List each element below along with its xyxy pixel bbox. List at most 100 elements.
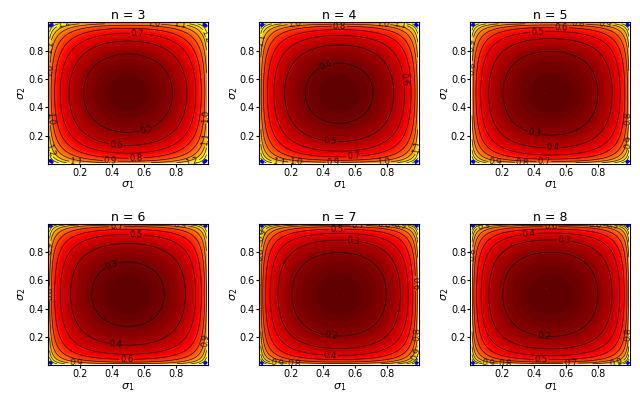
Text: 0.6: 0.6 — [555, 23, 568, 32]
Text: 0.4: 0.4 — [547, 143, 560, 153]
Text: 1.2: 1.2 — [44, 142, 56, 158]
Text: 1.1: 1.1 — [69, 157, 83, 168]
Text: 0.5: 0.5 — [531, 27, 545, 37]
Text: 1.2: 1.2 — [200, 29, 212, 44]
Text: 0.7: 0.7 — [347, 152, 360, 161]
Text: 0.9: 0.9 — [488, 157, 502, 168]
Text: 0.8: 0.8 — [256, 248, 266, 262]
Y-axis label: $\sigma_2$: $\sigma_2$ — [17, 86, 28, 100]
Text: 0.8: 0.8 — [129, 153, 143, 163]
Text: 0.6: 0.6 — [544, 222, 557, 231]
Text: 0.8: 0.8 — [499, 359, 513, 368]
Text: 0.9: 0.9 — [104, 156, 117, 166]
Text: 0.9: 0.9 — [623, 135, 634, 149]
Text: 0.9: 0.9 — [477, 220, 492, 232]
X-axis label: $\sigma_1$: $\sigma_1$ — [544, 381, 557, 392]
Text: 0.9: 0.9 — [256, 227, 269, 242]
Text: 1.0: 1.0 — [45, 111, 54, 125]
Title: n = 3: n = 3 — [111, 9, 145, 22]
Y-axis label: $\sigma_2$: $\sigma_2$ — [228, 288, 239, 301]
Text: 0.9: 0.9 — [605, 220, 619, 231]
Y-axis label: $\sigma_2$: $\sigma_2$ — [228, 86, 239, 100]
Text: 1.1: 1.1 — [255, 32, 267, 47]
Text: 1.0: 1.0 — [376, 19, 390, 29]
Title: n = 6: n = 6 — [111, 211, 145, 224]
Text: 0.8: 0.8 — [377, 220, 391, 230]
Text: 1.0: 1.0 — [147, 19, 161, 29]
Text: 1.1: 1.1 — [271, 157, 286, 168]
Text: 0.8: 0.8 — [467, 62, 477, 75]
X-axis label: $\sigma_1$: $\sigma_1$ — [333, 381, 346, 392]
Text: 0.6: 0.6 — [120, 355, 133, 364]
Text: 1.0: 1.0 — [376, 157, 390, 167]
Text: 0.4: 0.4 — [324, 350, 337, 360]
Text: 0.3: 0.3 — [346, 236, 361, 246]
Text: 0.9: 0.9 — [173, 220, 187, 230]
Text: 0.8: 0.8 — [624, 111, 634, 125]
X-axis label: $\sigma_1$: $\sigma_1$ — [122, 180, 134, 191]
Text: 1.1: 1.1 — [392, 19, 407, 30]
Text: 0.7: 0.7 — [537, 157, 550, 166]
Text: 0.8: 0.8 — [516, 158, 529, 167]
Text: 0.9: 0.9 — [45, 241, 55, 255]
Text: 0.6: 0.6 — [398, 72, 409, 86]
Y-axis label: $\sigma_2$: $\sigma_2$ — [439, 86, 451, 100]
Text: 1.1: 1.1 — [412, 140, 423, 154]
Text: 1.2: 1.2 — [185, 156, 200, 168]
Text: 1.1: 1.1 — [200, 132, 212, 146]
Title: n = 7: n = 7 — [322, 211, 356, 224]
Text: 0.9: 0.9 — [201, 333, 211, 348]
X-axis label: $\sigma_1$: $\sigma_1$ — [333, 180, 346, 191]
Text: 0.9: 0.9 — [598, 19, 612, 29]
Text: 0.5: 0.5 — [534, 355, 548, 364]
Text: 0.9: 0.9 — [467, 38, 477, 52]
Text: 0.3: 0.3 — [557, 235, 572, 246]
X-axis label: $\sigma_1$: $\sigma_1$ — [544, 180, 557, 191]
Text: 0.9: 0.9 — [482, 358, 496, 369]
Text: 0.8: 0.8 — [333, 22, 346, 31]
X-axis label: $\sigma_1$: $\sigma_1$ — [122, 381, 134, 392]
Text: 0.7: 0.7 — [564, 359, 577, 368]
Text: 1.0: 1.0 — [289, 157, 302, 167]
Text: 0.8: 0.8 — [572, 19, 585, 29]
Text: 1.2: 1.2 — [56, 18, 71, 31]
Text: 0.8: 0.8 — [624, 327, 634, 341]
Y-axis label: $\sigma_2$: $\sigma_2$ — [439, 288, 451, 301]
Y-axis label: $\sigma_2$: $\sigma_2$ — [17, 288, 28, 301]
Text: 0.9: 0.9 — [271, 358, 285, 369]
Text: 0.6: 0.6 — [411, 277, 420, 290]
Text: 1.1: 1.1 — [44, 40, 56, 55]
Text: 0.7: 0.7 — [351, 221, 365, 230]
Text: 0.8: 0.8 — [287, 359, 301, 368]
Text: 0.5: 0.5 — [130, 230, 143, 239]
Text: 0.9: 0.9 — [326, 158, 340, 167]
Text: 0.5: 0.5 — [330, 224, 344, 234]
Text: 0.4: 0.4 — [522, 229, 536, 239]
Text: 0.6: 0.6 — [109, 140, 124, 150]
Text: 0.2: 0.2 — [537, 331, 551, 341]
Text: 0.5: 0.5 — [139, 123, 154, 136]
Text: 0.9: 0.9 — [69, 359, 83, 368]
Text: 1.1: 1.1 — [173, 19, 187, 29]
Text: 0.5: 0.5 — [324, 136, 337, 146]
Title: n = 5: n = 5 — [533, 9, 568, 22]
Title: n = 4: n = 4 — [322, 9, 356, 22]
Text: 0.8: 0.8 — [412, 327, 422, 341]
Text: 0.8: 0.8 — [45, 287, 54, 300]
Text: 0.3: 0.3 — [527, 127, 542, 139]
Text: 0.7: 0.7 — [131, 29, 144, 38]
Text: 0.7: 0.7 — [110, 222, 124, 231]
Text: 0.3: 0.3 — [104, 259, 119, 272]
Text: 0.9: 0.9 — [410, 346, 422, 362]
Text: 0.4: 0.4 — [318, 59, 333, 72]
Text: 0.9: 0.9 — [394, 220, 408, 231]
Text: 1.0: 1.0 — [45, 64, 54, 77]
Text: 1.0: 1.0 — [288, 19, 302, 29]
Title: n = 8: n = 8 — [533, 211, 568, 224]
Text: 1.0: 1.0 — [202, 109, 211, 123]
Text: 0.9: 0.9 — [609, 357, 624, 369]
Text: 0.2: 0.2 — [324, 330, 339, 341]
Text: 0.8: 0.8 — [467, 248, 477, 262]
Text: 0.8: 0.8 — [588, 220, 602, 230]
Text: 0.4: 0.4 — [109, 339, 123, 350]
